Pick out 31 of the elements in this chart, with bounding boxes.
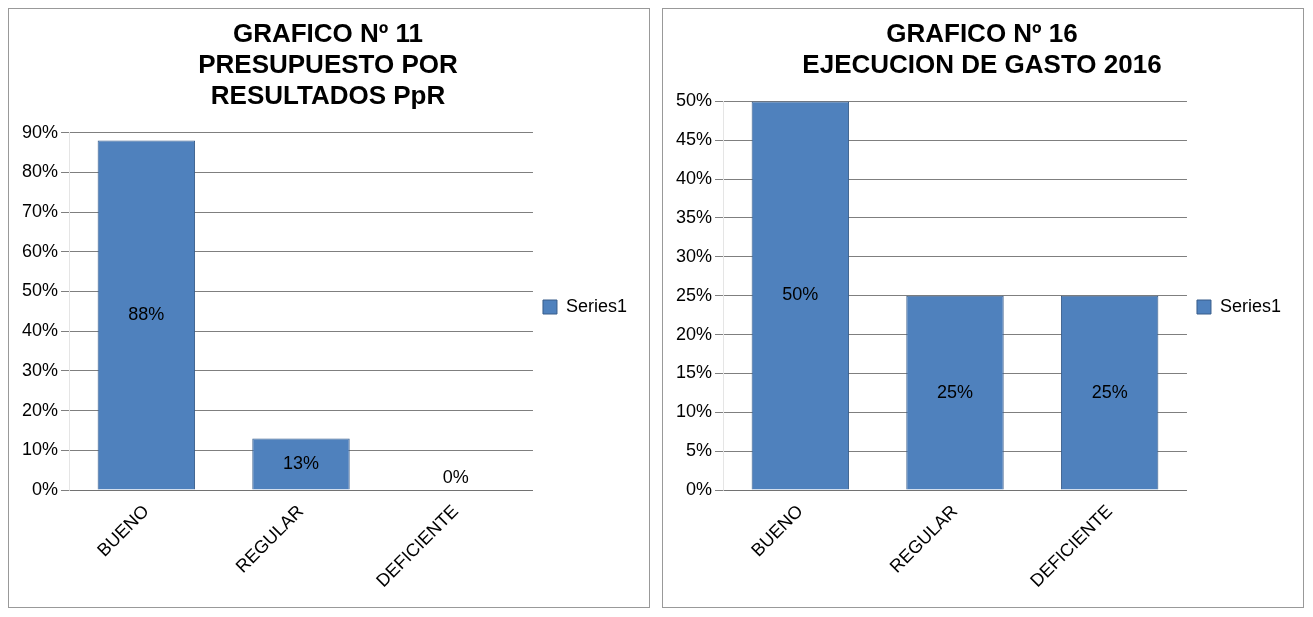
data-label: 13% [282, 452, 320, 473]
y-tick-label: 0% [686, 479, 713, 500]
data-label: 88% [128, 304, 165, 325]
data-label: 50% [782, 284, 819, 305]
y-tick-label: 40% [676, 168, 713, 189]
chart-title: GRAFICO Nº 11 PRESUPUESTO POR RESULTADOS PpR [198, 17, 459, 111]
y-tick-label: 20% [676, 323, 713, 344]
data-label: 25% [936, 381, 974, 402]
y-tick-label: 90% [22, 121, 59, 142]
y-tick-label: 60% [22, 240, 59, 261]
data-label: 0% [442, 467, 469, 488]
y-tick-label: 5% [686, 440, 713, 461]
y-tick-label: 30% [22, 359, 59, 380]
y-tick-label: 10% [22, 439, 59, 460]
y-tick-label: 25% [676, 284, 713, 305]
y-tick-label: 10% [676, 401, 713, 422]
y-tick-label: 50% [22, 280, 59, 301]
y-tick-label: 20% [22, 399, 59, 420]
y-tick-label: 45% [676, 129, 713, 150]
chart-title: GRAFICO Nº 16 EJECUCION DE GASTO 2016 [802, 17, 1162, 79]
data-label: 25% [1091, 381, 1128, 402]
legend-label: Series1 [565, 295, 627, 316]
y-tick-label: 35% [676, 206, 713, 227]
y-tick-label: 50% [676, 90, 713, 111]
y-tick-label: 70% [22, 201, 59, 221]
y-tick-label: 30% [676, 245, 713, 266]
y-tick-label: 80% [22, 161, 59, 182]
y-tick-label: 40% [22, 320, 59, 341]
y-tick-label: 15% [676, 362, 713, 383]
legend-label: Series1 [1219, 295, 1281, 316]
y-tick-label: 0% [32, 479, 59, 500]
